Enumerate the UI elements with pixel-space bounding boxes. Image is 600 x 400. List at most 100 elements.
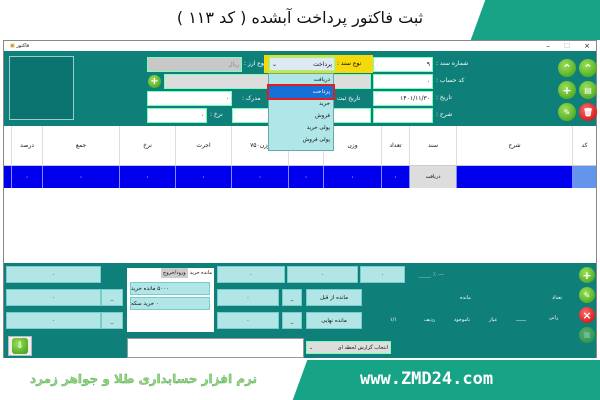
list-item[interactable]: ۰ خرید سکه	[130, 297, 210, 310]
download-icon: ⇩	[12, 338, 28, 354]
banner-accent	[470, 0, 600, 40]
save-button[interactable]: ⇩	[8, 336, 32, 356]
account-code-label: کد حساب :	[436, 77, 465, 84]
delete-icon[interactable]: 🗑	[579, 103, 597, 121]
footer-site[interactable]: www.ZMD24.com	[360, 369, 494, 389]
field-e[interactable]: ۰	[217, 312, 279, 329]
tab-remaining-purchase[interactable]: مانده خرید	[187, 268, 214, 278]
document-label: مدرک :	[242, 95, 261, 102]
column-header[interactable]: جمع	[42, 126, 119, 165]
table-cell[interactable]: ۰	[323, 166, 381, 188]
tab-panel: مانده خرید ورود/خروج ۵۰۰۰ مانده خرید ۰ خ…	[127, 268, 214, 332]
total-field[interactable]: ۰	[6, 266, 101, 283]
document-field[interactable]: ۰	[147, 91, 232, 106]
ratio-text: ۱/۱	[390, 317, 398, 323]
field-d[interactable]: ۰	[217, 289, 279, 306]
sum-field-3[interactable]: ۰	[6, 312, 101, 329]
table-cell[interactable]	[456, 166, 572, 188]
account-code-field[interactable]: ۰	[373, 74, 433, 89]
image-box	[9, 56, 74, 120]
rate-label: نرخ :	[210, 111, 223, 118]
next-up-button[interactable]: ⌃	[579, 59, 597, 77]
karat-label: عیار	[489, 317, 498, 323]
column-header[interactable]: سند	[409, 126, 456, 165]
table-cell[interactable]: ۰	[11, 166, 42, 188]
dropdown-option[interactable]: دریافت	[313, 77, 330, 83]
balance-label: مانده	[460, 295, 471, 301]
dropdown-option[interactable]: پرداخت	[267, 84, 335, 100]
add-icon[interactable]: +	[148, 75, 161, 88]
field-b[interactable]: ۰	[287, 266, 358, 283]
table-cell[interactable]: ۰	[381, 166, 409, 188]
close-window-button[interactable]: ×	[584, 42, 590, 50]
maximize-button[interactable]: ☐	[563, 42, 571, 50]
dropdown-option[interactable]: پولی خرید	[306, 125, 330, 131]
column-header[interactable]: درصد	[11, 126, 42, 165]
field-a[interactable]: ۰	[217, 266, 285, 283]
date-label: تاریخ :	[436, 94, 452, 101]
list-item[interactable]: ۵۰۰۰ مانده خرید	[130, 282, 210, 295]
table-cell[interactable]: ۰	[231, 166, 288, 188]
table-row[interactable]: ۰ ۰ ۰ ۰ ۰ ۰ ۰ ۰ دریافت	[4, 166, 596, 188]
prev-balance-button[interactable]: مانده از قبل	[306, 289, 362, 306]
chevron-down-icon: ⌄	[272, 60, 278, 68]
bottom-panel: ۰ ۰ _ ۰ _ مانده خرید ورود/خروج ۵۰۰۰ ماند…	[4, 263, 596, 358]
sum-field-2[interactable]: ۰	[6, 289, 101, 306]
footer-tagline: نرم افزار حسابداری طلا و جواهر زمرد	[30, 372, 258, 386]
field-c[interactable]: ۰	[360, 266, 405, 283]
minimize-button[interactable]: –	[546, 42, 550, 50]
currency-select[interactable]: ریال	[147, 57, 242, 72]
edit-row-button[interactable]: ✎	[579, 287, 595, 303]
final-balance-button[interactable]: مانده نهایی	[306, 312, 362, 329]
chevron-down-icon: ⌄	[309, 344, 314, 351]
desc-field[interactable]	[373, 108, 433, 123]
table-cell[interactable]: ۰	[288, 166, 323, 188]
table-cell[interactable]	[572, 166, 596, 188]
doc-type-label: نوع سند :	[337, 60, 362, 67]
print-icon[interactable]: ▤	[579, 81, 597, 99]
doc-number-label: شماره سند :	[436, 60, 469, 67]
dash-field-3[interactable]: _	[282, 289, 302, 306]
column-header[interactable]: کد	[572, 126, 596, 165]
dropdown-option[interactable]: فروش	[314, 113, 330, 119]
table-cell[interactable]: ۰	[42, 166, 119, 188]
fingerprint-icon[interactable]: ▦	[579, 327, 595, 343]
notes-textarea[interactable]	[127, 338, 304, 358]
column-header[interactable]: اجرت	[175, 126, 231, 165]
column-header[interactable]: تعداد	[381, 126, 409, 165]
currency-label: نوع ارز :	[244, 60, 266, 67]
dash-field-4[interactable]: _	[282, 312, 302, 329]
table-cell[interactable]: ۰	[119, 166, 175, 188]
dash-field-2[interactable]: _	[101, 312, 123, 329]
column-header[interactable]: نرخ	[119, 126, 175, 165]
line-text: ____	[516, 315, 526, 321]
app-icon: ▣	[10, 43, 15, 49]
table-cell[interactable]: دریافت	[409, 166, 456, 188]
title-bar: ▣ فاکتور – ☐ ×	[4, 41, 596, 51]
edit-icon[interactable]: ✎	[558, 103, 576, 121]
column-header[interactable]: شرح	[456, 126, 572, 165]
doc-type-select[interactable]: پرداخت ⌄	[269, 57, 335, 71]
percent-text: — ٪ ____	[419, 271, 445, 278]
date-field[interactable]: ۱۴۰۱/۱۱/۳۰	[373, 91, 433, 106]
delete-row-button[interactable]: ×	[579, 307, 595, 323]
invoice-window: ▣ فاکتور – ☐ × ریال نوع ارز : پرداخت ⌄ نو…	[3, 40, 597, 358]
rani-label: رانی	[549, 315, 559, 321]
dropdown-option[interactable]: پولی فروش	[302, 137, 330, 143]
add-row-button[interactable]: +	[579, 267, 595, 283]
desc-label: شرح :	[436, 111, 453, 118]
unavailable-label: ناموجود	[454, 317, 471, 323]
dash-field-1[interactable]: _	[101, 289, 123, 306]
row-label: ردیف	[424, 317, 436, 323]
report-select[interactable]: انتخاب گزارش لحظه ای ⌄	[306, 341, 391, 354]
tab-in-out[interactable]: ورود/خروج	[161, 268, 188, 278]
count-label: تعداد	[552, 295, 563, 301]
rate-field[interactable]: ۰	[147, 108, 207, 123]
table-cell[interactable]: ۰	[175, 166, 231, 188]
banner-title: ثبت فاکتور پرداخت آبشده ( کد ۱۱۳ )	[176, 8, 424, 27]
new-button[interactable]: +	[558, 81, 576, 99]
column-header[interactable]: وزن۷۵۰	[231, 126, 288, 165]
prev-button[interactable]: ⌃	[558, 59, 576, 77]
doc-number-field[interactable]: ۹	[373, 57, 433, 72]
dropdown-option[interactable]: خرید	[319, 101, 330, 107]
